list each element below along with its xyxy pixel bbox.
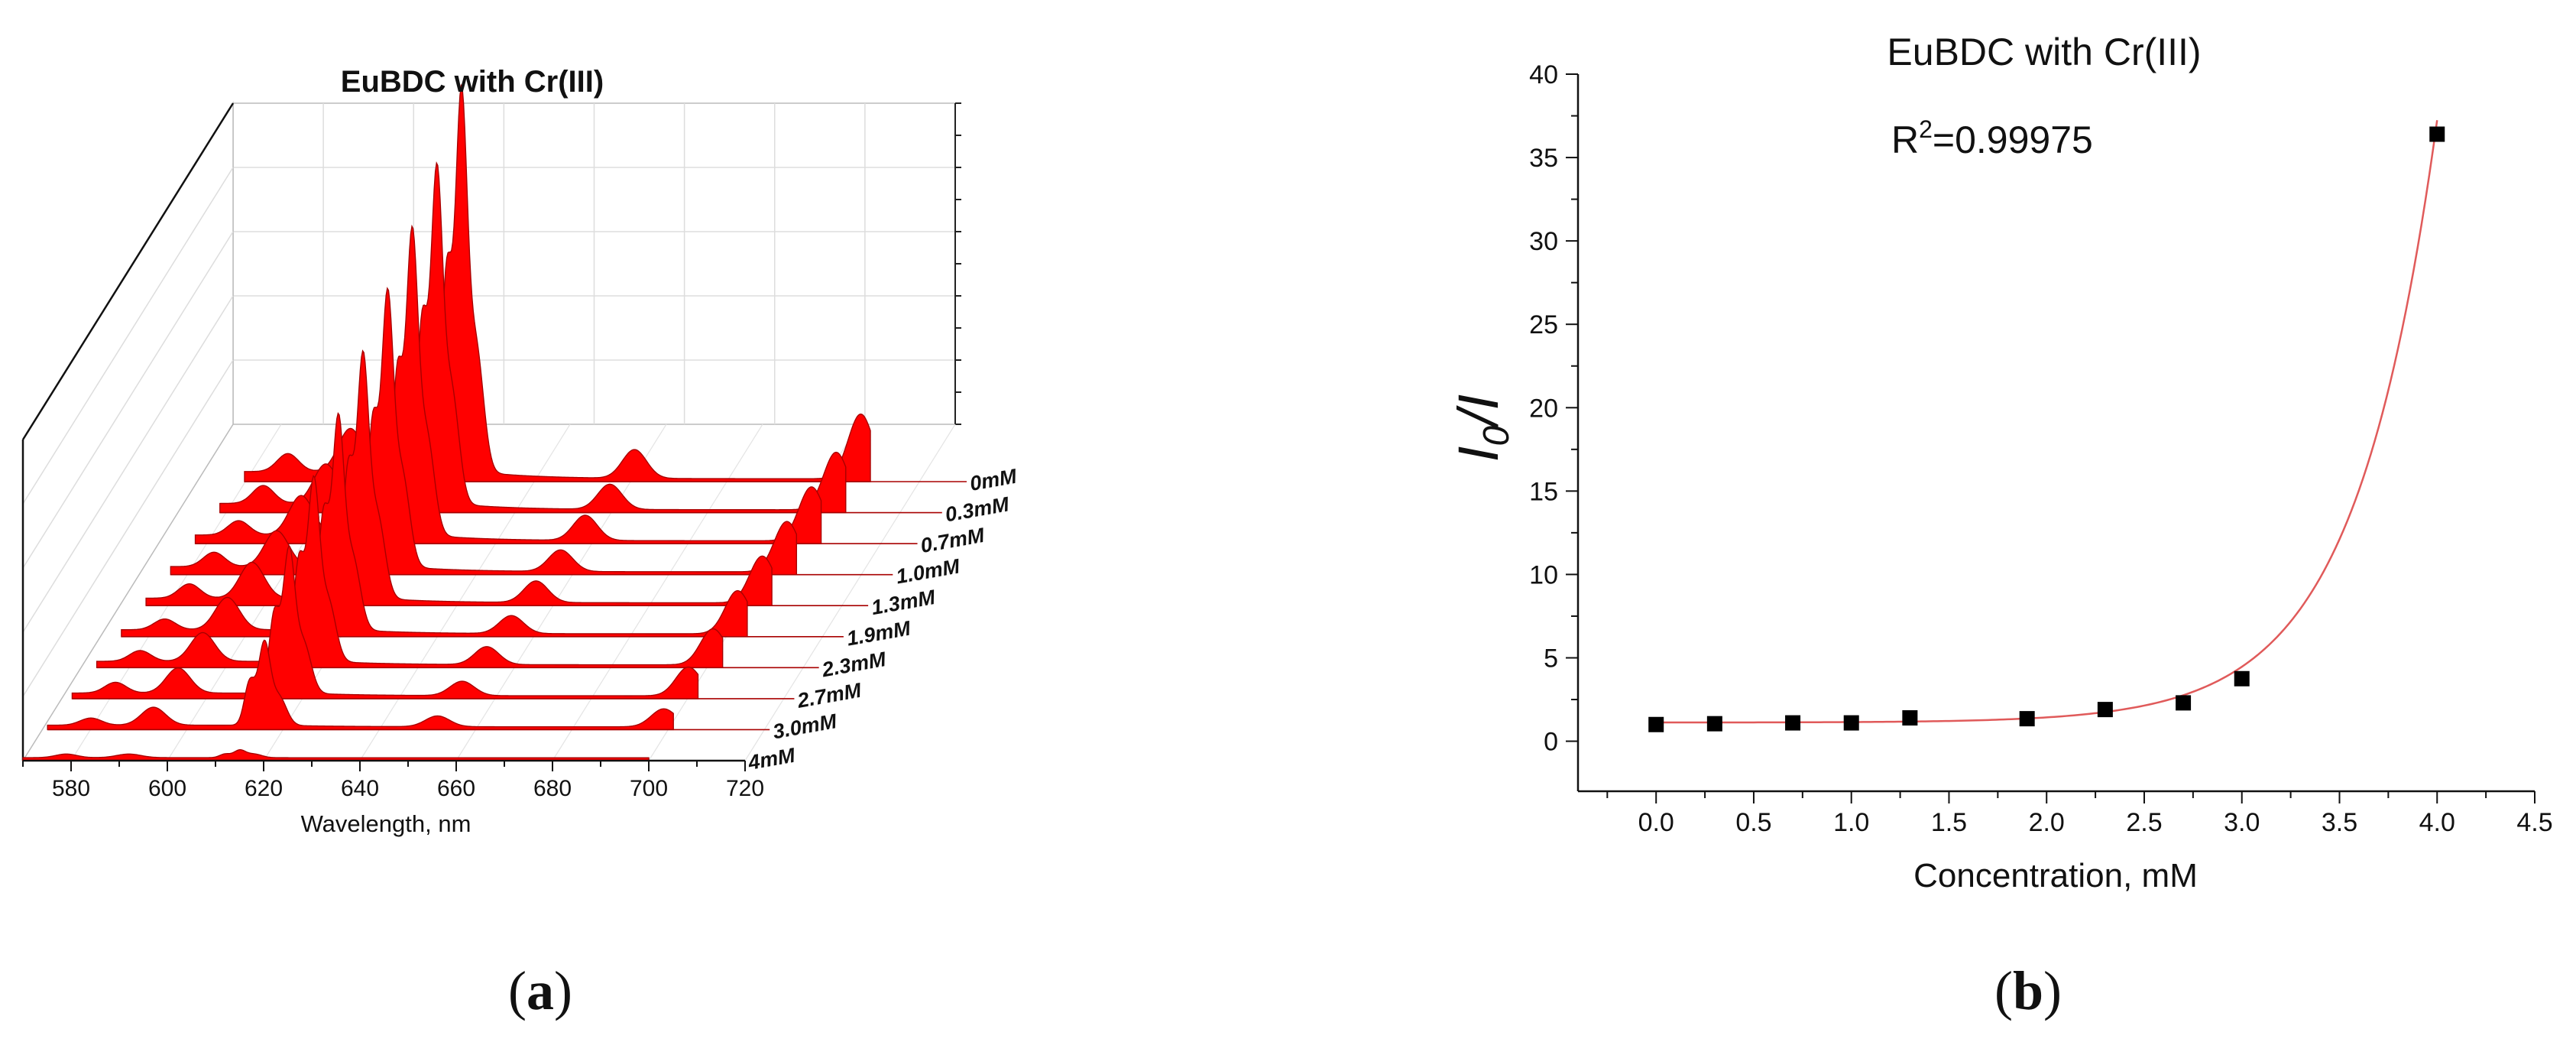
data-point [1843, 715, 1859, 731]
series-label: 2.7mM [795, 679, 863, 713]
y-tick-label: 15 [1529, 477, 1558, 506]
x-tick-label: 1.0 [1833, 808, 1869, 837]
x-axis-title: Concentration, mM [1913, 857, 2198, 894]
side-gridline [22, 167, 234, 505]
data-point [2176, 695, 2192, 711]
spectrum-area [170, 287, 798, 576]
panel-a-spectra-chart: 0mM 0.3mM 0.7mM 1.0mM 1.3mM 1.9mM 2.3mM 2.7mM 3.… [0, 0, 1100, 1042]
side-wall-top-edge [21, 102, 235, 440]
x-tick-label: 660 [437, 776, 475, 801]
data-point [1785, 715, 1801, 731]
x-tick-label: 0.0 [1638, 808, 1674, 837]
y-tick-label: 30 [1529, 227, 1558, 256]
fit-curve [1656, 120, 2438, 724]
spectrum-area [219, 161, 847, 514]
x-tick-label: 0.5 [1735, 808, 1771, 837]
data-point [1648, 716, 1664, 732]
spectrum-area [244, 83, 871, 482]
panel-b-calibration-chart: 0 5 10 15 20 25 30 35 40 0.0 0.5 1.0 1.5 2.0 2.5 3.0 3.5… [1447, 0, 2576, 1042]
series-label: 1.0mM [894, 554, 961, 588]
x-tick-label: 700 [630, 776, 668, 801]
panel-a-label: (a) [508, 960, 572, 1021]
side-gridline [22, 359, 234, 697]
x-tick-label: 580 [52, 776, 90, 801]
x-tick-label: 3.5 [2322, 808, 2357, 837]
spectrum-area [47, 639, 674, 731]
data-point [2234, 670, 2250, 687]
data-point [1902, 710, 1918, 726]
y-tick-label: 25 [1529, 310, 1558, 339]
data-point [1706, 716, 1722, 732]
calibration-chart-svg: 0 5 10 15 20 25 30 35 40 0.0 0.5 1.0 1.5 2.0 2.5 3.0 3.5… [1447, 31, 2553, 894]
x-tick-label: 620 [245, 776, 283, 801]
y-tick-label: 35 [1529, 144, 1558, 173]
series-label: 0mM [968, 465, 1019, 495]
series-label: 2.3mM [820, 648, 888, 681]
side-gridline [22, 295, 234, 633]
r-squared-annotation: R2=0.99975 [1891, 115, 2093, 161]
x-tick-label: 4.5 [2516, 808, 2552, 837]
spectrum-area [121, 412, 748, 638]
x-tick-label: 2.5 [2126, 808, 2162, 837]
data-point [2019, 711, 2035, 727]
series-label: 0.3mM [944, 492, 1011, 526]
x-tick-label: 2.0 [2029, 808, 2065, 837]
x-tick-label: 1.5 [1931, 808, 1967, 837]
y-tick-label: 0 [1544, 728, 1558, 757]
data-point [2097, 702, 2113, 718]
series-label: 3.0mM [771, 709, 838, 743]
floor-gridline [744, 424, 956, 761]
x-tick-label: 680 [533, 776, 572, 801]
series-label: 0.7mM [919, 524, 986, 557]
x-tick-label: 4.0 [2419, 808, 2455, 837]
chart-title: EuBDC with Cr(III) [341, 65, 604, 99]
series-label: 4mM [746, 744, 797, 774]
data-point [2429, 126, 2445, 142]
spectrum-area [22, 749, 650, 761]
series-label: 1.9mM [845, 616, 912, 650]
panel-b-label: (b) [1994, 960, 2062, 1021]
x-tick-label: 720 [726, 776, 764, 801]
y-axis-title: I0/I [1447, 394, 1517, 462]
y-tick-label: 20 [1529, 394, 1558, 423]
chart-title: EuBDC with Cr(III) [1887, 31, 2201, 73]
x-tick-label: 640 [341, 776, 379, 801]
x-tick-label: 3.0 [2224, 808, 2260, 837]
spectrum-area [71, 544, 699, 700]
y-tick-label: 5 [1544, 644, 1558, 673]
x-tick-label: 600 [148, 776, 186, 801]
waterfall-chart-svg: 0mM0.3mM0.7mM1.0mM1.3mM1.9mM2.3mM2.7mM3.… [21, 65, 1019, 837]
spectrum-area [194, 224, 822, 544]
x-axis-title: Wavelength, nm [301, 810, 471, 837]
side-gridline [22, 231, 234, 569]
y-tick-label: 10 [1529, 560, 1558, 589]
spectrum-area [145, 349, 773, 606]
series-label: 1.3mM [870, 586, 937, 619]
y-tick-label: 40 [1529, 60, 1558, 89]
waterfall-frame [21, 101, 961, 763]
spectrum-area [96, 474, 724, 669]
